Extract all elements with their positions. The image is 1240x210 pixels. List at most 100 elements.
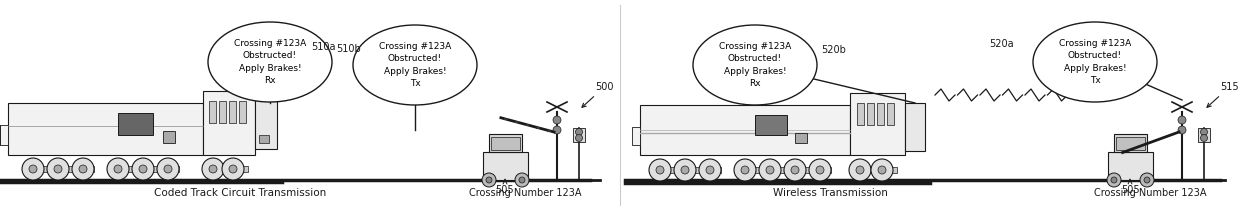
Bar	[734, 167, 831, 173]
Circle shape	[734, 159, 756, 181]
Bar	[849, 93, 905, 155]
Circle shape	[520, 177, 525, 183]
Bar	[887, 103, 894, 125]
Bar	[632, 127, 640, 145]
Circle shape	[742, 166, 749, 174]
Text: Crossing Number 123A: Crossing Number 123A	[1094, 188, 1207, 198]
Bar	[203, 166, 248, 172]
Circle shape	[553, 116, 560, 124]
Circle shape	[1111, 177, 1117, 183]
Circle shape	[22, 158, 43, 180]
Circle shape	[675, 159, 696, 181]
Circle shape	[699, 159, 720, 181]
Bar	[491, 137, 520, 150]
Bar	[1109, 152, 1153, 180]
Bar	[22, 166, 94, 172]
Text: Crossing #123A
Obstructed!
Apply Brakes!
Rx: Crossing #123A Obstructed! Apply Brakes!…	[719, 42, 791, 88]
Text: Wireless Transmission: Wireless Transmission	[773, 188, 888, 198]
Bar	[203, 91, 255, 155]
Circle shape	[649, 159, 671, 181]
Circle shape	[791, 166, 799, 174]
Bar	[649, 167, 720, 173]
Text: Crossing #123A
Obstructed!
Apply Brakes!
Tx: Crossing #123A Obstructed! Apply Brakes!…	[1059, 39, 1131, 85]
Circle shape	[575, 129, 583, 135]
Bar	[905, 103, 925, 151]
Bar	[210, 101, 216, 123]
Circle shape	[759, 159, 781, 181]
Bar	[536, 127, 541, 129]
Circle shape	[139, 165, 148, 173]
Circle shape	[157, 158, 179, 180]
Ellipse shape	[208, 22, 332, 102]
Text: Crossing #123A
Obstructed!
Apply Brakes!
Rx: Crossing #123A Obstructed! Apply Brakes!…	[234, 39, 306, 85]
Circle shape	[849, 159, 870, 181]
Bar	[857, 103, 864, 125]
Circle shape	[870, 159, 893, 181]
Circle shape	[229, 165, 237, 173]
Circle shape	[164, 165, 172, 173]
Bar	[484, 152, 528, 180]
Bar	[795, 133, 807, 143]
Circle shape	[482, 173, 496, 187]
Ellipse shape	[1033, 22, 1157, 102]
Bar	[849, 167, 897, 173]
Circle shape	[79, 165, 87, 173]
Circle shape	[1200, 134, 1208, 142]
Circle shape	[1178, 126, 1185, 134]
Circle shape	[1178, 116, 1185, 124]
Circle shape	[515, 173, 529, 187]
Circle shape	[553, 126, 560, 134]
Bar	[573, 128, 585, 142]
Ellipse shape	[693, 25, 817, 105]
Circle shape	[114, 165, 122, 173]
Circle shape	[202, 158, 224, 180]
Text: 505: 505	[1121, 179, 1140, 195]
Bar	[867, 103, 874, 125]
Bar	[239, 101, 246, 123]
Bar	[7, 103, 203, 155]
Bar	[526, 124, 529, 126]
Bar	[219, 101, 226, 123]
Circle shape	[816, 166, 825, 174]
Text: 505: 505	[496, 179, 515, 195]
Circle shape	[808, 159, 831, 181]
Bar	[505, 118, 508, 120]
Text: 520a: 520a	[990, 39, 1013, 49]
Text: 500: 500	[582, 82, 614, 107]
Bar	[1116, 137, 1145, 150]
Bar	[259, 135, 269, 143]
Circle shape	[656, 166, 663, 174]
Bar	[489, 134, 522, 152]
Text: Coded Track Circuit Transmission: Coded Track Circuit Transmission	[154, 188, 326, 198]
Circle shape	[486, 177, 492, 183]
Bar	[162, 131, 175, 143]
Text: Crossing #123A
Obstructed!
Apply Brakes!
Tx: Crossing #123A Obstructed! Apply Brakes!…	[379, 42, 451, 88]
Bar	[118, 113, 153, 135]
Circle shape	[681, 166, 689, 174]
Bar	[1198, 128, 1210, 142]
Circle shape	[72, 158, 94, 180]
Bar	[255, 97, 277, 149]
Bar	[229, 101, 236, 123]
Circle shape	[878, 166, 887, 174]
Text: Crossing Number 123A: Crossing Number 123A	[469, 188, 582, 198]
Circle shape	[1140, 173, 1154, 187]
Circle shape	[1200, 129, 1208, 135]
Text: 510a: 510a	[311, 42, 336, 52]
Ellipse shape	[353, 25, 477, 105]
Circle shape	[29, 165, 37, 173]
Circle shape	[47, 158, 69, 180]
Circle shape	[210, 165, 217, 173]
Bar	[547, 130, 551, 132]
Circle shape	[222, 158, 244, 180]
Bar	[877, 103, 884, 125]
Bar	[515, 121, 518, 123]
Circle shape	[706, 166, 714, 174]
Circle shape	[856, 166, 864, 174]
Circle shape	[766, 166, 774, 174]
Circle shape	[131, 158, 154, 180]
Circle shape	[1107, 173, 1121, 187]
Text: 510b: 510b	[336, 44, 361, 54]
Text: 520b: 520b	[821, 45, 846, 55]
Circle shape	[575, 134, 583, 142]
